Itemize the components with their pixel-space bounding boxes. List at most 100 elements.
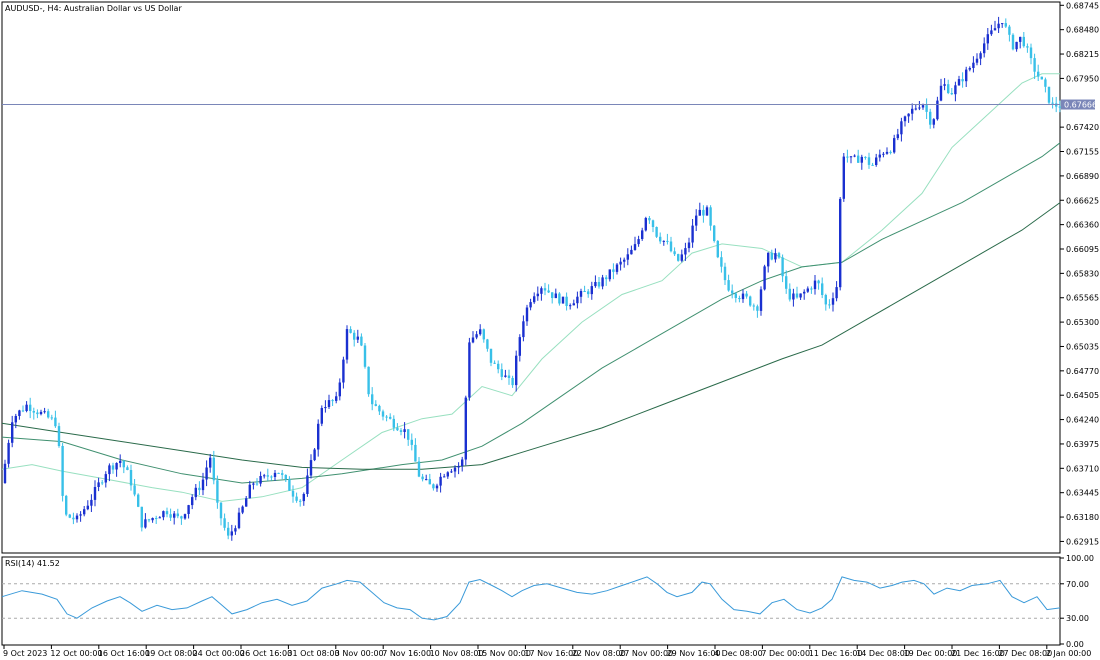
candle-body (399, 430, 403, 432)
rsi-title: RSI(14) 41.52 (5, 559, 60, 568)
candle-body (479, 329, 482, 335)
candle-body (885, 151, 889, 154)
candle-body (824, 295, 827, 305)
time-tick-label: 12 Oct 00:00 (50, 649, 102, 658)
candle-body (626, 254, 629, 260)
time-tick-label: 19 Dec 00:00 (904, 649, 958, 658)
moving-average-line (1, 142, 1061, 484)
candle-body (507, 375, 511, 378)
candle-body (356, 336, 359, 340)
candle-body (853, 155, 856, 157)
candle-body (993, 28, 997, 31)
candle-body (381, 411, 385, 417)
candle-body (72, 517, 75, 520)
candle-body (932, 119, 935, 125)
candle-body (561, 296, 565, 304)
price-tick-label: 0.68215 (1066, 50, 1099, 59)
candle-body (169, 514, 172, 518)
candle-body (47, 411, 50, 418)
candle-body (129, 470, 133, 486)
candle-body (410, 439, 413, 445)
candle-body (97, 482, 100, 487)
candle-body (335, 396, 338, 401)
candle-body (1011, 34, 1015, 50)
rsi-tick-label: 30.00 (1066, 614, 1089, 623)
price-tick-label: 0.62915 (1066, 537, 1099, 546)
candle-body (180, 516, 183, 519)
rsi-axis: 100.00 70.00 30.00 0.00 (1060, 554, 1094, 649)
candle-body (227, 527, 230, 536)
candle-body (471, 337, 475, 343)
moving-average-line (1, 73, 1060, 502)
candle-body (201, 479, 205, 491)
candle-body (3, 463, 7, 483)
candle-body (443, 476, 446, 478)
candle-body (615, 264, 619, 272)
time-tick-label: 24 Oct 00:00 (193, 649, 245, 658)
rsi-plot-frame (1, 556, 1061, 646)
candle-body (90, 499, 93, 506)
candle-body (79, 514, 82, 516)
candle-body (777, 253, 781, 258)
candle-body (450, 471, 453, 473)
candle-body (317, 423, 320, 450)
candle-body (173, 513, 176, 518)
current-price-label: 0.67666 (1061, 99, 1097, 110)
time-tick-label: 4 Dec 08:00 (714, 649, 763, 658)
time-tick-label: 27 Dec 08:00 (998, 649, 1052, 658)
candle-body (266, 475, 269, 477)
candle-body (417, 461, 421, 477)
price-tick-label: 0.68745 (1066, 1, 1099, 10)
candle-body (929, 111, 932, 125)
candle-body (453, 467, 457, 472)
time-tick-label: 10 Nov 08:00 (430, 649, 484, 658)
candle-body (489, 348, 493, 363)
candle-body (43, 411, 46, 413)
candle-body (968, 68, 971, 70)
candle-body (403, 429, 406, 432)
candle-body (846, 156, 849, 158)
candle-body (1001, 23, 1004, 25)
candle-body (83, 509, 86, 515)
candle-body (270, 476, 273, 478)
candle-body (893, 138, 896, 153)
candle-body (882, 153, 885, 155)
candle-body (497, 363, 500, 370)
candle-body (126, 467, 129, 470)
candle-body (669, 241, 673, 252)
candle-body (795, 293, 799, 298)
candle-body (252, 483, 255, 485)
candle-body (972, 62, 975, 68)
rsi-tick-label: 70.00 (1066, 580, 1089, 589)
candle-body (950, 93, 953, 95)
price-tick-label: 0.63180 (1066, 513, 1099, 522)
candle-body (709, 207, 712, 226)
candle-body (158, 517, 161, 519)
candle-body (759, 289, 763, 311)
candle-body (36, 412, 39, 415)
current-price-value: 0.67666 (1064, 101, 1097, 110)
candle-body (842, 156, 845, 199)
candle-body (648, 218, 651, 221)
candle-body (536, 293, 539, 297)
candle-body (936, 100, 939, 120)
candle-body (32, 411, 35, 413)
candle-body (817, 280, 820, 284)
candle-body (183, 514, 187, 519)
candle-body (633, 244, 637, 250)
candle-body (21, 410, 25, 412)
candle-body (558, 293, 561, 304)
candle-body (687, 242, 691, 249)
candle-body (900, 121, 903, 135)
candle-body (979, 53, 982, 59)
time-tick-label: 3 Nov 00:00 (335, 649, 384, 658)
price-tick-label: 0.65035 (1066, 342, 1099, 351)
candle-body (889, 151, 892, 153)
candle-body (551, 292, 554, 298)
candle-body (248, 484, 251, 499)
candle-body (857, 155, 860, 163)
price-tick-label: 0.63975 (1066, 440, 1099, 449)
candle-body (108, 465, 111, 475)
candle-body (612, 269, 615, 272)
